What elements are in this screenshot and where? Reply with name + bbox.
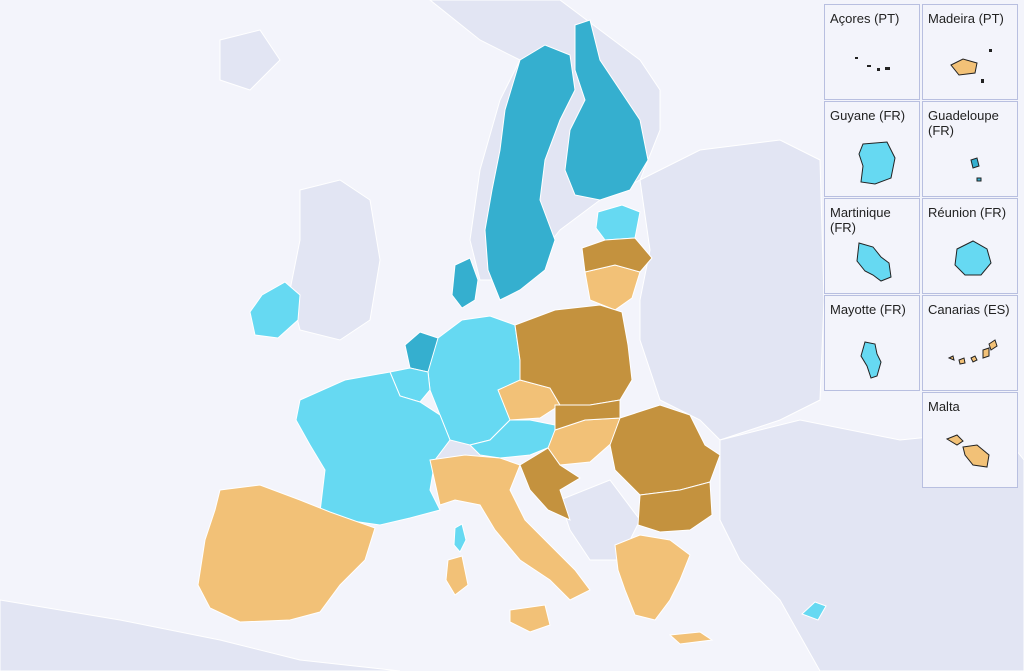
inset-martinique: Martinique (FR) (824, 198, 920, 294)
inset-guyane: Guyane (FR) (824, 101, 920, 197)
inset-reunion: Réunion (FR) (922, 198, 1018, 294)
reunion-shape (954, 240, 992, 276)
region-corsica (453, 523, 467, 553)
region-france (295, 371, 451, 526)
group-dark-teal (404, 19, 649, 373)
inset-label: Mayotte (FR) (830, 302, 906, 317)
guadeloupe-shape (970, 157, 982, 182)
inset-label: Martinique (FR) (830, 205, 891, 235)
region-sicily (509, 604, 551, 633)
inset-label: Réunion (FR) (928, 205, 1007, 220)
group-light-cyan (249, 204, 827, 621)
inset-label: Açores (PT) (830, 11, 900, 26)
inset-label: Canarias (ES) (928, 302, 1010, 317)
inset-label: Guadeloupe (FR) (928, 108, 999, 138)
inset-azores: Açores (PT) (824, 4, 920, 100)
region-ireland (249, 281, 301, 339)
mayotte-shape (860, 341, 882, 379)
madeira-shape (950, 49, 992, 83)
region-bulgaria (637, 481, 713, 533)
martinique-shape (856, 242, 892, 282)
canarias-shape (947, 339, 998, 365)
region-lithuania (584, 264, 641, 311)
region-spain-portugal (197, 484, 376, 623)
region-greece (614, 534, 691, 621)
region-denmark (451, 257, 479, 309)
inset-label: Malta (928, 399, 960, 414)
malta-shape (945, 434, 990, 468)
inset-malta: Malta (922, 392, 1018, 488)
inset-canarias: Canarias (ES) (922, 295, 1018, 391)
azores-shape (855, 57, 890, 71)
region-sweden (484, 44, 576, 301)
inset-label: Madeira (PT) (928, 11, 1004, 26)
inset-label: Guyane (FR) (830, 108, 906, 123)
inset-guadeloupe: Guadeloupe (FR) (922, 101, 1018, 197)
region-cyprus (801, 601, 827, 621)
region-italy (429, 454, 591, 601)
group-light-orange (197, 264, 714, 645)
region-sardinia (445, 555, 469, 596)
group-dark-brown (514, 237, 721, 533)
inset-mayotte: Mayotte (FR) (824, 295, 920, 391)
guyane-shape (858, 141, 896, 185)
region-finland (564, 19, 649, 201)
region-latvia (581, 237, 653, 273)
region-crete (668, 631, 714, 645)
inset-madeira: Madeira (PT) (922, 4, 1018, 100)
region-estonia (595, 204, 641, 241)
region-croatia (519, 447, 581, 521)
